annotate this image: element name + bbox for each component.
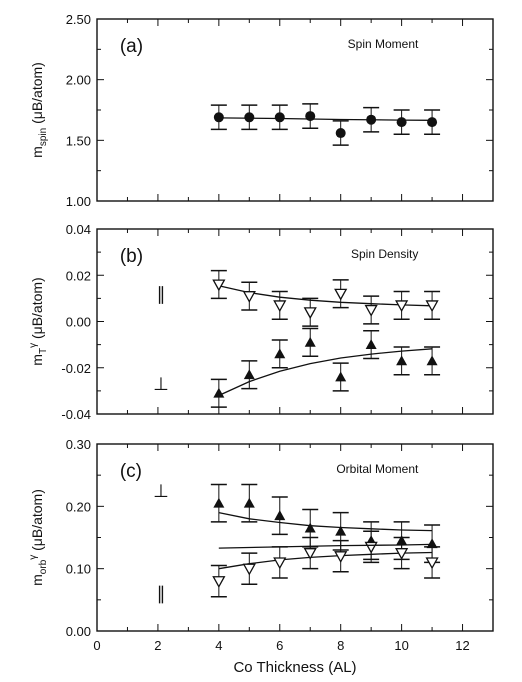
data-point [274,112,285,123]
data-point [425,557,439,570]
x-tick-label: 8 [337,638,344,653]
y-tick-label: 0.30 [66,437,91,452]
fit-curve [218,543,433,549]
data-point [274,348,286,359]
x-tick-label: 4 [215,638,222,653]
y-tick-label: -0.04 [61,407,91,422]
data-point [304,522,316,533]
panel-title: Orbital Moment [336,462,419,476]
data-point [364,304,378,317]
data-point [365,339,377,350]
panel-title: Spin Moment [348,37,419,51]
y-tick-label: 0.04 [66,222,91,237]
data-point [395,548,409,560]
x-tick-label: 0 [93,638,100,653]
y-tick-label: 0.20 [66,499,91,514]
fit-curve [218,551,433,570]
panel-a: 1.00 1.50 2.00 2.50 (a) Spin Moment mspin (μB/… [29,12,494,209]
data-point [364,541,378,554]
orientation-marker: ∥ [156,584,165,604]
data-point [213,112,224,123]
panel-title: Spin Density [351,247,418,261]
data-point [243,369,255,380]
data-point [396,117,407,128]
data-point [244,112,255,123]
data-point [273,300,287,313]
x-tick-label: 2 [154,638,161,653]
panel-letter: (c) [120,461,142,482]
data-point [305,111,316,122]
y-tick-label: 0.00 [66,624,91,639]
y-axis-label: mspin (μB/atom) [29,62,49,158]
y-axis-label: mTγ (μB/atom) [28,277,49,365]
fit-curve [218,511,433,532]
y-axis-label: morbγ (μB/atom) [28,489,49,586]
y-tick-label: 0.10 [66,562,91,577]
data-point [396,355,408,366]
data-point [335,525,347,536]
data-point [334,551,348,564]
panel-letter: (b) [120,246,143,267]
data-point [212,576,226,588]
data-point [213,387,225,398]
data-point [395,300,409,313]
data-point [366,114,377,125]
data-point [303,307,317,320]
y-tick-label: 2.50 [66,12,91,27]
data-point [273,557,287,570]
data-point [427,117,438,128]
y-tick-label: -0.02 [61,361,91,376]
y-tick-label: 0.00 [66,315,91,330]
data-point [242,563,256,576]
panel-c: 0.00 0.10 0.20 0.30 (c) Orbital Moment morbγ (… [28,437,494,676]
fit-curve [218,348,433,397]
y-tick-label: 1.00 [66,194,91,209]
data-point [426,355,438,366]
data-point [303,548,317,560]
data-point [425,300,439,313]
panel-letter: (a) [120,36,143,57]
x-axis-label: Co Thickness (AL) [233,659,356,676]
data-point [243,497,255,508]
data-point [242,291,256,303]
x-tick-label: 10 [394,638,408,653]
data-point [304,336,316,347]
data-point [212,279,226,292]
y-tick-label: 1.50 [66,133,91,148]
x-tick-label: 12 [455,638,469,653]
panel-b: -0.04 -0.02 0.00 0.02 0.04 (b) Spin Density mTγ… [28,222,494,422]
data-point [335,128,346,139]
y-tick-label: 0.02 [66,268,91,283]
data-point [426,538,438,549]
fit-curve [218,117,433,121]
orientation-marker: ⊥ [153,374,169,394]
data-point [335,371,347,382]
x-tick-label: 6 [276,638,283,653]
orientation-marker: ∥ [156,284,165,304]
y-tick-label: 2.00 [66,73,91,88]
data-point [274,510,286,521]
orientation-marker: ⊥ [153,481,169,501]
data-point [334,288,348,301]
data-point [213,497,225,508]
